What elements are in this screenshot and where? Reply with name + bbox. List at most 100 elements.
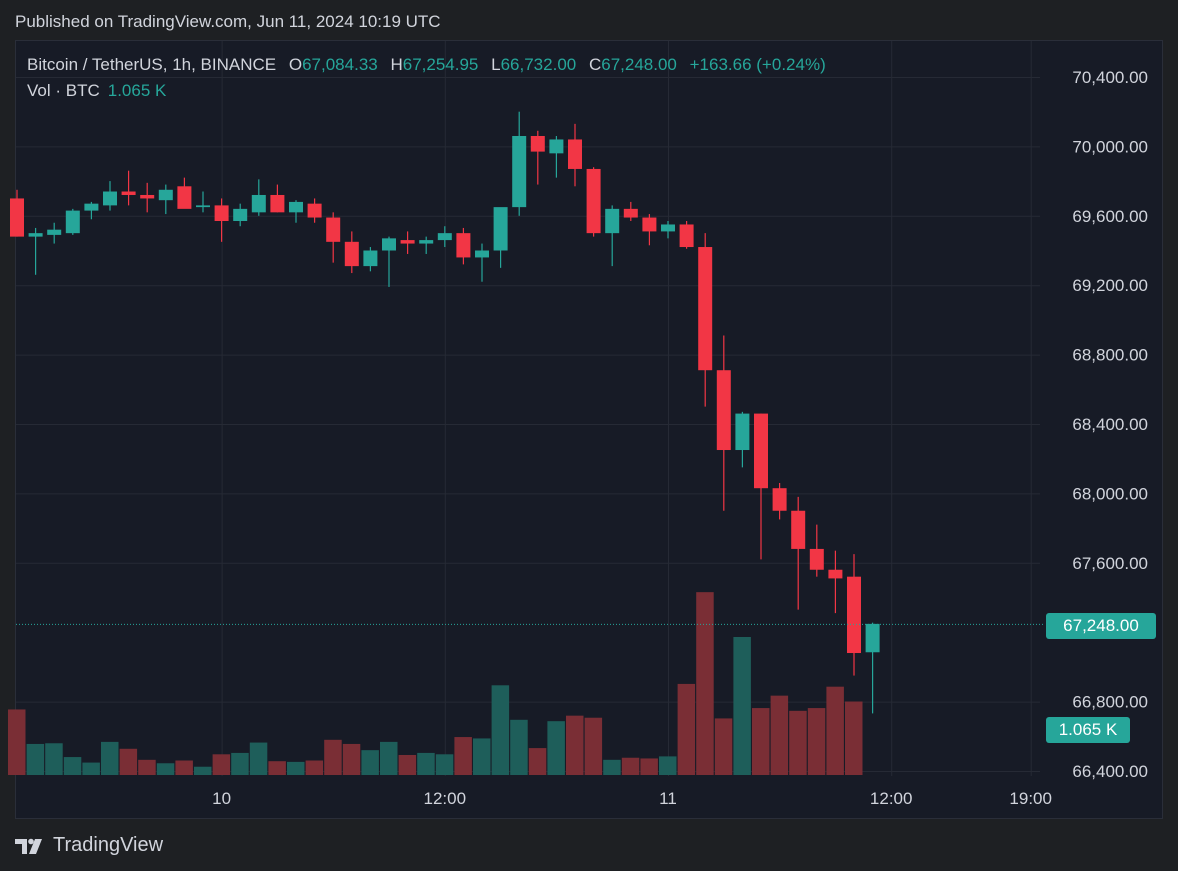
volume-bar: [826, 686, 844, 775]
published-caption: Published on TradingView.com, Jun 11, 20…: [15, 12, 441, 31]
candle-body: [437, 233, 452, 241]
volume-bar: [324, 739, 342, 775]
candle-body: [382, 238, 396, 251]
volume-bar: [603, 759, 621, 775]
volume-label[interactable]: Vol · BTC: [27, 81, 100, 100]
volume-bar: [101, 741, 119, 775]
candle-body: [121, 191, 136, 195]
candle-body: [251, 194, 266, 213]
high-value: 67,254.95: [402, 55, 479, 74]
candle-body: [754, 413, 768, 489]
candle-body: [28, 233, 43, 237]
ohlc-legend: Bitcoin / TetherUS, 1h, BINANCE O67,084.…: [27, 55, 826, 75]
candle-body: [512, 135, 527, 208]
candle-body: [865, 623, 880, 653]
volume-bar: [789, 710, 807, 775]
volume-bar: [119, 748, 138, 775]
price-tick-label: 66,800.00: [1072, 693, 1148, 712]
candle-body: [605, 208, 620, 234]
candle-body: [233, 208, 248, 222]
volume-bar: [287, 761, 305, 775]
chart-panel[interactable]: [15, 40, 1163, 819]
volume-bar: [659, 756, 677, 775]
price-tick-label: 70,400.00: [1072, 68, 1148, 87]
volume-bar: [231, 752, 249, 775]
candle-body: [847, 576, 861, 654]
close-value: 67,248.00: [601, 55, 677, 74]
volume-bar: [138, 759, 156, 775]
volume-bar: [677, 683, 696, 775]
price-tick-label: 69,600.00: [1072, 207, 1148, 226]
candle-body: [400, 240, 415, 244]
volume-bar: [63, 757, 82, 775]
candle-body: [493, 207, 508, 251]
time-tick-label: 12:00: [424, 789, 467, 808]
volume-bar: [547, 721, 565, 775]
low-value: 66,732.00: [500, 55, 577, 74]
symbol-label[interactable]: Bitcoin / TetherUS, 1h, BINANCE: [27, 55, 277, 74]
volume-bar: [473, 738, 491, 775]
candle-body: [791, 510, 806, 549]
volume-bar: [435, 754, 454, 775]
candle-body: [103, 191, 117, 206]
volume-bar: [342, 743, 361, 775]
volume-legend: Vol · BTC 1.065 K: [27, 81, 166, 101]
volume-bar: [845, 701, 863, 775]
low-key: L: [491, 55, 501, 74]
candle-body: [47, 229, 62, 235]
candle-body: [586, 168, 601, 234]
candle-body: [828, 569, 843, 579]
change-value: +163.66 (+0.24%): [689, 55, 826, 74]
volume-bar: [752, 708, 770, 775]
volume-bar: [770, 695, 789, 775]
last-price-tag: 67,248.00: [1046, 613, 1156, 639]
candle-body: [326, 217, 341, 242]
footer-brand[interactable]: TradingView: [15, 834, 163, 857]
candle-body: [716, 370, 731, 451]
volume-bar: [566, 715, 584, 775]
volume-bar: [733, 637, 751, 775]
price-tick-label: 66,400.00: [1072, 762, 1148, 781]
volume-bar: [696, 592, 714, 775]
candle-body: [456, 233, 471, 258]
volume-bar: [584, 717, 603, 775]
candle-body: [642, 217, 657, 232]
candle-body: [65, 210, 80, 234]
candle-body: [679, 224, 694, 248]
close-key: C: [588, 55, 602, 74]
tradingview-logo-icon: [15, 838, 42, 854]
volume-bar: [528, 748, 547, 775]
high-key: H: [390, 55, 403, 74]
candle-body: [214, 205, 229, 222]
time-tick-label: 11: [659, 789, 677, 808]
candle-body: [623, 208, 638, 218]
candle-body: [363, 250, 378, 267]
price-tick-label: 68,800.00: [1072, 346, 1148, 365]
time-tick-label: 19:00: [1009, 789, 1052, 808]
price-tick-label: 68,000.00: [1072, 484, 1148, 503]
candle-body: [158, 189, 173, 201]
volume-bar: [175, 760, 193, 775]
candle-body: [307, 203, 322, 218]
candle-body: [140, 194, 155, 199]
volume-bar: [714, 718, 733, 775]
candle-body: [475, 250, 489, 258]
volume-bar: [305, 760, 324, 775]
volume-bar: [361, 750, 379, 775]
volume-legend-value: 1.065 K: [107, 81, 167, 100]
candle-body: [698, 247, 713, 371]
volume-bar: [398, 754, 417, 775]
price-tick-label: 68,400.00: [1072, 415, 1148, 434]
volume-bar: [380, 741, 398, 775]
candle-body: [10, 198, 24, 237]
candle-body: [735, 413, 750, 451]
tradingview-brand: TradingView: [53, 834, 164, 856]
candle-body: [530, 135, 545, 152]
open-key: O: [288, 55, 303, 74]
volume-bar: [417, 752, 435, 775]
volume-bar: [26, 743, 45, 775]
volume-bar: [268, 761, 286, 775]
volume-bar: [640, 758, 658, 775]
candle-body: [270, 194, 285, 213]
